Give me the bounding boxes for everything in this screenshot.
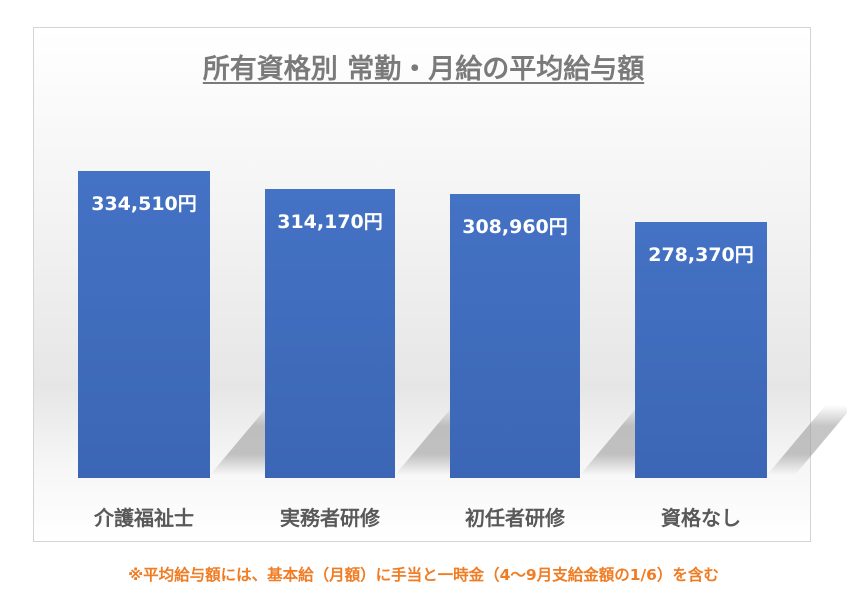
bar-kaigo-fukushishi: 334,510円 <box>78 171 210 478</box>
bar-jitsumusha-kenshu: 314,170円 <box>265 189 395 478</box>
footnote: ※平均給与額には、基本給（月額）に手当と一時金（4〜9月支給金額の1/6）を含む <box>128 566 719 584</box>
category-label: 資格なし <box>661 506 741 530</box>
category-label: 実務者研修 <box>280 506 380 530</box>
bar-value-label: 278,370円 <box>648 244 754 266</box>
category-label: 介護福祉士 <box>94 506 194 530</box>
chart-title: 所有資格別 常勤・月給の平均給与額 <box>202 54 645 85</box>
bar-shoninsha-kenshu: 308,960円 <box>450 194 580 478</box>
category-label: 初任者研修 <box>465 506 565 530</box>
bar-value-label: 314,170円 <box>277 211 383 233</box>
bar-value-label: 334,510円 <box>91 193 197 215</box>
bar-value-label: 308,960円 <box>462 216 568 238</box>
bar-shikaku-nashi: 278,370円 <box>635 222 767 478</box>
